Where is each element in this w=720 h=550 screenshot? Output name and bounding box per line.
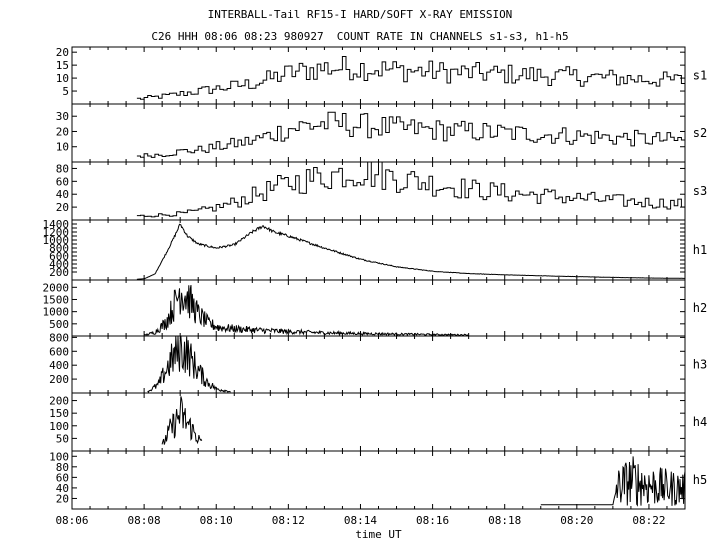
panel-frame-h1 xyxy=(71,219,686,281)
x-tick-label: 08:06 xyxy=(55,514,88,527)
series-line-s2 xyxy=(136,111,686,158)
panel-frame-h3 xyxy=(71,335,686,394)
series-line-h4 xyxy=(161,396,203,445)
x-axis-label: time UT xyxy=(355,528,402,541)
x-tick-label: 08:18 xyxy=(488,514,521,527)
y-tick-label-h5: 100 xyxy=(49,450,69,463)
y-tick-label-s3: 20 xyxy=(56,201,69,214)
chart-title: INTERBALL-Tail RF15-I HARD/SOFT X-RAY EM… xyxy=(207,8,513,21)
panel-label-s1: s1 xyxy=(693,69,707,83)
y-tick-label-h2: 1000 xyxy=(43,306,70,319)
y-tick-label-h1: 400 xyxy=(49,258,69,271)
series-line-h5 xyxy=(540,456,686,507)
y-tick-label-h1: 800 xyxy=(49,242,69,255)
y-tick-label-s2: 20 xyxy=(56,125,69,138)
panel-frame-h5 xyxy=(71,450,686,510)
x-tick-label: 08:22 xyxy=(632,514,665,527)
panel-label-h1: h1 xyxy=(693,243,707,257)
y-tick-label-s3: 40 xyxy=(56,188,69,201)
panel-label-h3: h3 xyxy=(693,358,707,372)
chart-subtitle: C26 HHH 08:06 08:23 980927 COUNT RATE IN… xyxy=(151,30,569,43)
series-line-s1 xyxy=(136,56,686,100)
series-line-h1 xyxy=(136,223,685,280)
y-tick-label-h4: 50 xyxy=(56,432,69,445)
y-tick-label-s3: 80 xyxy=(56,162,69,175)
y-tick-label-h1: 600 xyxy=(49,250,69,263)
y-tick-label-h4: 100 xyxy=(49,420,69,433)
x-tick-label: 08:12 xyxy=(272,514,305,527)
series-line-h3 xyxy=(147,335,231,394)
x-tick-label: 08:20 xyxy=(560,514,593,527)
y-tick-label-h1: 200 xyxy=(49,266,69,279)
panel-label-s3: s3 xyxy=(693,184,707,198)
y-tick-label-h5: 80 xyxy=(56,461,69,474)
x-tick-label: 08:10 xyxy=(200,514,233,527)
y-tick-label-h5: 20 xyxy=(56,492,69,505)
y-tick-label-h4: 150 xyxy=(49,407,69,420)
y-tick-label-h1: 1200 xyxy=(43,226,70,239)
x-tick-label: 08:14 xyxy=(344,514,377,527)
y-tick-label-h2: 500 xyxy=(49,318,69,331)
y-tick-label-s2: 30 xyxy=(56,110,69,123)
series-line-h2 xyxy=(143,285,469,337)
panel-label-h5: h5 xyxy=(693,473,707,487)
panel-label-s2: s2 xyxy=(693,126,707,140)
panel-label-h2: h2 xyxy=(693,301,707,315)
x-tick-label: 08:16 xyxy=(416,514,449,527)
y-tick-label-s1: 5 xyxy=(62,85,69,98)
y-tick-label-s2: 10 xyxy=(56,141,69,154)
y-tick-label-s3: 60 xyxy=(56,175,69,188)
y-tick-label-s1: 15 xyxy=(56,59,69,72)
y-tick-label-h3: 200 xyxy=(49,373,69,386)
series-line-s3 xyxy=(136,161,686,218)
x-tick-label: 08:08 xyxy=(128,514,161,527)
y-tick-label-h4: 200 xyxy=(49,395,69,408)
y-tick-label-h2: 1500 xyxy=(43,293,70,306)
y-tick-label-h1: 1000 xyxy=(43,234,70,247)
y-tick-label-h2: 2000 xyxy=(43,281,70,294)
y-tick-label-h3: 400 xyxy=(49,359,69,372)
y-tick-label-h3: 800 xyxy=(49,331,69,344)
y-tick-label-h5: 60 xyxy=(56,471,69,484)
y-tick-label-h3: 600 xyxy=(49,345,69,358)
y-tick-label-s1: 20 xyxy=(56,46,69,59)
y-tick-label-s1: 10 xyxy=(56,72,69,85)
y-tick-label-h5: 40 xyxy=(56,482,69,495)
y-tick-label-h1: 1400 xyxy=(43,218,70,231)
panel-label-h4: h4 xyxy=(693,415,707,429)
